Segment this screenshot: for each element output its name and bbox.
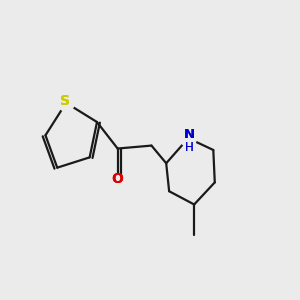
Text: H: H <box>185 141 194 154</box>
Text: O: O <box>112 172 124 186</box>
Text: S: S <box>60 94 70 108</box>
Circle shape <box>58 94 74 111</box>
Text: S: S <box>60 94 70 108</box>
Circle shape <box>110 176 126 192</box>
Text: O: O <box>112 172 124 186</box>
Text: N: N <box>184 128 195 141</box>
Text: N: N <box>184 128 195 141</box>
Text: H: H <box>185 141 194 154</box>
Circle shape <box>180 130 196 146</box>
